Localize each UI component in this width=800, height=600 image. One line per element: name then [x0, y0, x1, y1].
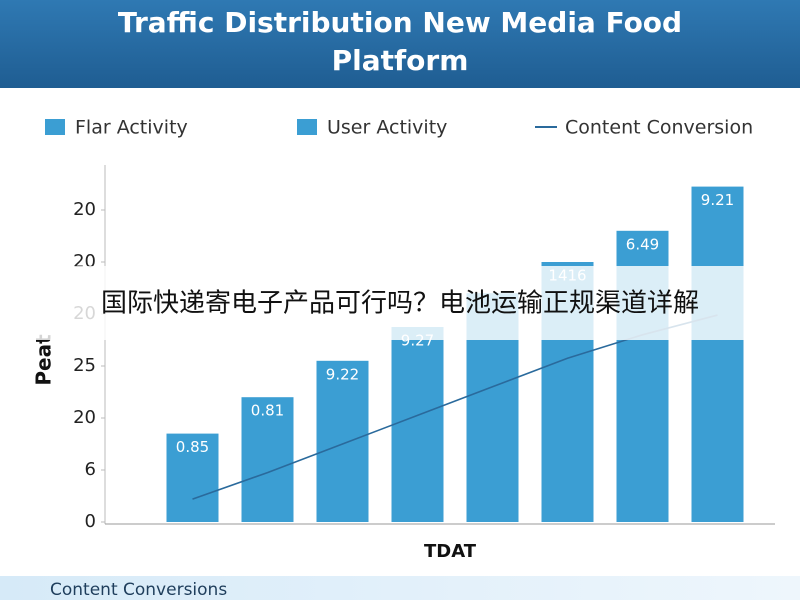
bar: [166, 433, 219, 522]
legend-label: Content Conversion: [565, 117, 753, 139]
chart-title: Traffic Distribution New Media Food Platf…: [118, 6, 682, 77]
bar-label: 0.81: [251, 402, 284, 420]
y-axis-label: Peat: [32, 334, 56, 386]
y-tick-label: 6: [85, 459, 96, 480]
legend-label: User Activity: [327, 117, 447, 139]
bar: [691, 186, 744, 522]
footer-band: [0, 576, 800, 600]
legend-label: Flar Activity: [75, 117, 188, 139]
legend-swatch: [297, 119, 317, 135]
y-tick-label: 20: [73, 407, 96, 428]
legend-swatch: [45, 119, 65, 135]
bar: [316, 360, 369, 522]
overlay-band: [0, 266, 800, 340]
bar-label: 0.85: [176, 438, 209, 456]
footer-text: Content Conversions: [50, 580, 227, 600]
overlay-text: 国际快递寄电子产品可行吗？电池运输正规渠道详解: [101, 289, 699, 319]
header-band: [0, 0, 800, 88]
x-axis-label: TDAT: [424, 541, 477, 562]
y-tick-label: 20: [73, 199, 96, 220]
bar-label: 9.21: [701, 191, 734, 209]
bar-label: 9.22: [326, 365, 359, 383]
y-tick-label: 0: [85, 511, 96, 532]
bar: [391, 327, 444, 522]
bar-label: 6.49: [626, 235, 659, 253]
bar: [241, 397, 294, 522]
y-tick-label: 25: [73, 355, 96, 376]
